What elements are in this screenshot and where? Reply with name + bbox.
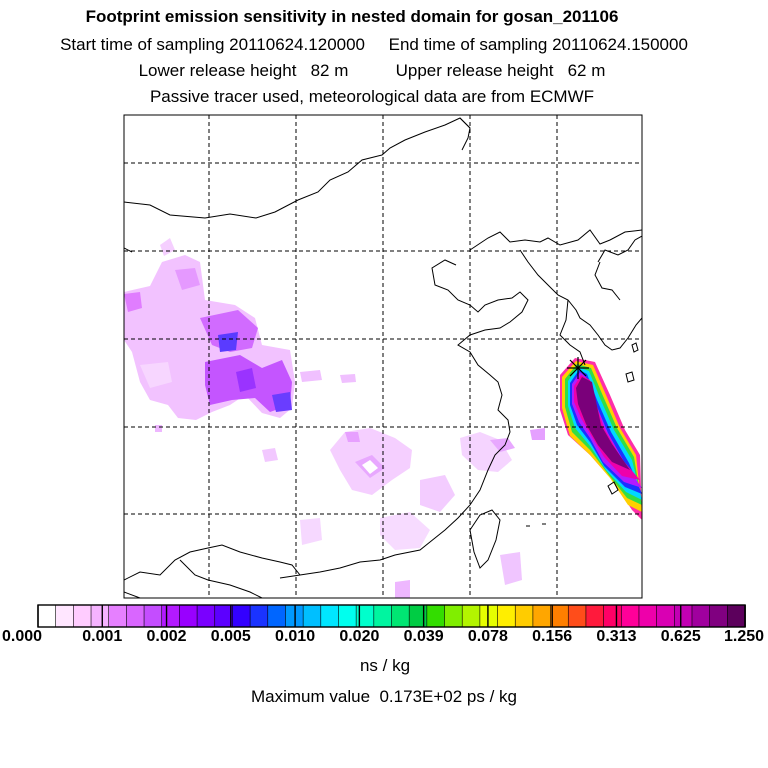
colorbar-swatch	[73, 604, 92, 628]
colorbar-label: 0.005	[210, 628, 251, 645]
colorbar-swatch	[391, 604, 410, 628]
colorbar-swatch	[143, 604, 163, 628]
colorbar-swatch	[37, 604, 57, 628]
colorbar-swatch	[90, 604, 110, 628]
colorbar	[37, 604, 746, 628]
release-height-line: Lower release height 82 m Upper release …	[138, 61, 606, 80]
colorbar-swatch	[249, 604, 269, 628]
colorbar-label: 1.250	[723, 628, 765, 645]
plot-title: Footprint emission sensitivity in nested…	[85, 7, 619, 26]
colorbar-swatch	[108, 604, 128, 628]
colorbar-swatch	[656, 604, 676, 628]
colorbar-label: 0.039	[403, 628, 444, 645]
colorbar-swatch	[620, 604, 640, 628]
colorbar-swatch	[126, 604, 145, 628]
colorbar-swatch	[691, 604, 711, 628]
colorbar-swatch	[444, 604, 464, 628]
colorbar-swatch	[179, 604, 198, 628]
colorbar-label: 0.078	[467, 628, 508, 645]
sensitivity-field-west	[124, 238, 356, 432]
colorbar-swatch	[267, 604, 287, 628]
colorbar-swatch	[532, 604, 552, 628]
colorbar-swatch	[673, 604, 693, 628]
colorbar-label: 0.156	[532, 628, 573, 645]
max-value-label: Maximum value 0.173E+02 ps / kg	[251, 687, 517, 706]
colorbar-swatch	[567, 604, 587, 628]
colorbar-swatch	[461, 604, 481, 628]
colorbar-swatch	[408, 604, 428, 628]
colorbar-label: 0.001	[82, 628, 123, 645]
plume	[560, 358, 642, 520]
colorbar-swatch	[232, 604, 251, 628]
colorbar-swatch	[709, 604, 729, 628]
colorbar-swatch	[497, 604, 517, 628]
units-label: ns / kg	[359, 656, 411, 675]
colorbar-label: 0.313	[596, 628, 637, 645]
colorbar-swatch	[373, 604, 393, 628]
colorbar-swatch	[514, 604, 534, 628]
colorbar-label: 0.625	[660, 628, 701, 645]
receptor-marker	[567, 357, 589, 379]
colorbar-swatch	[320, 604, 340, 628]
colorbar-label: 0.010	[275, 628, 316, 645]
lat-lon-grid	[124, 115, 642, 598]
colorbar-label: 0.002	[146, 628, 187, 645]
sensitivity-field-central	[262, 428, 545, 598]
colorbar-swatch	[55, 604, 75, 628]
colorbar-swatch	[161, 604, 181, 628]
sampling-time-line: Start time of sampling 20110624.120000 E…	[60, 35, 688, 54]
colorbar-swatch	[727, 604, 746, 628]
colorbar-outline	[37, 604, 746, 628]
colorbar-swatch	[585, 604, 605, 628]
colorbar-swatch	[479, 604, 499, 628]
colorbar-swatch	[603, 604, 623, 628]
colorbar-swatch	[196, 604, 216, 628]
tracer-info-line: Passive tracer used, meteorological data…	[149, 87, 595, 106]
map-frame	[123, 114, 643, 599]
colorbar-swatch	[638, 604, 658, 628]
colorbar-swatch	[338, 604, 357, 628]
colorbar-swatch	[426, 604, 446, 628]
colorbar-label: 0.020	[339, 628, 380, 645]
colorbar-label: 0.000	[1, 628, 43, 645]
colorbar-swatch	[302, 604, 322, 628]
coastlines	[124, 117, 642, 598]
colorbar-swatch	[550, 604, 570, 628]
